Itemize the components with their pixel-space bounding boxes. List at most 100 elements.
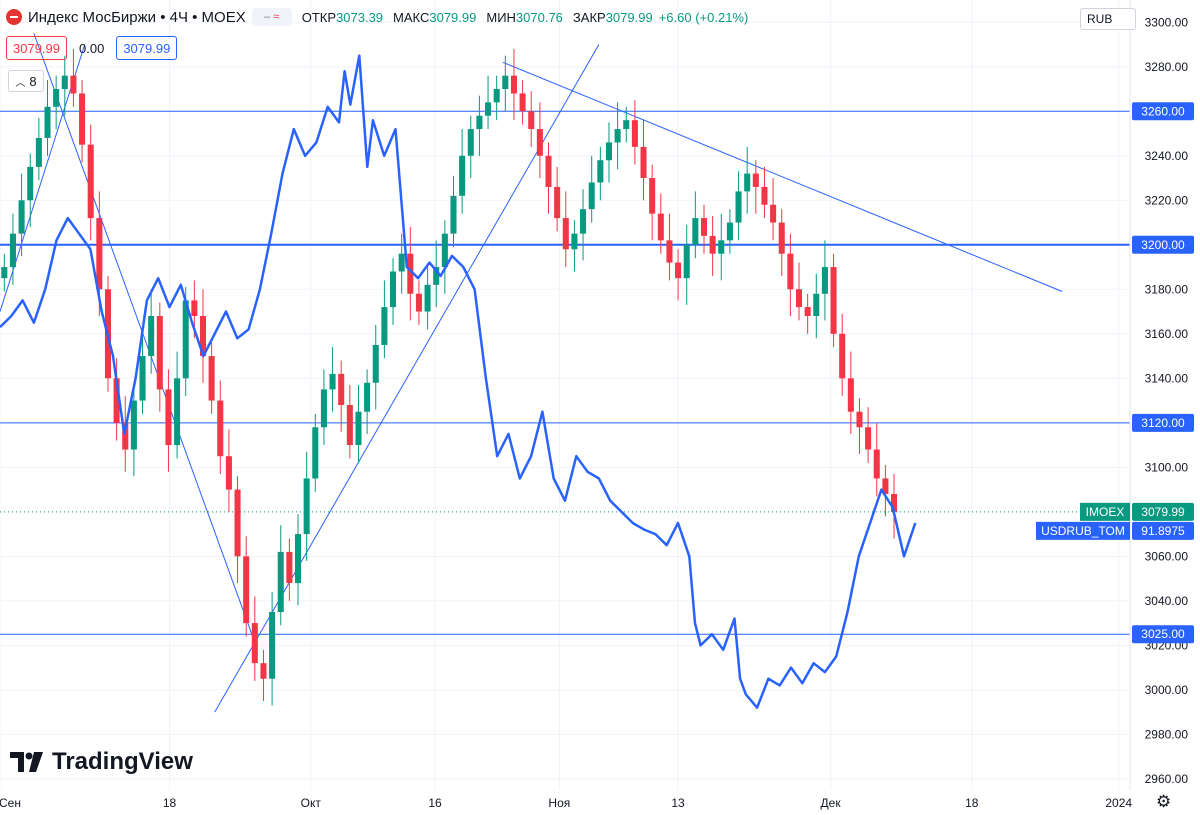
candle <box>346 384 353 459</box>
candle <box>631 100 638 165</box>
trend-line <box>502 61 1063 292</box>
candle <box>657 193 664 254</box>
candle-body <box>329 373 336 390</box>
candle <box>208 342 215 414</box>
level-price-label-bg <box>1132 235 1194 254</box>
candle-body <box>208 356 215 401</box>
candle <box>130 387 137 477</box>
candle-body <box>675 262 682 279</box>
price-tick-label: 3280.00 <box>1145 60 1189 74</box>
candle-body <box>148 316 155 357</box>
usdrub-price-tag: 91.8975 <box>1141 524 1185 538</box>
candle <box>407 226 414 321</box>
candle <box>545 142 552 214</box>
candle <box>286 538 293 601</box>
candle <box>243 536 250 637</box>
candle-body <box>735 191 742 223</box>
candle <box>787 233 794 316</box>
candle-body <box>536 129 543 156</box>
candle <box>770 178 777 241</box>
candle-body <box>174 378 181 446</box>
candle-body <box>813 293 820 316</box>
tradingview-logo[interactable]: TradingView <box>10 748 193 776</box>
time-tick-label: Дек <box>821 796 842 810</box>
candle-body <box>372 344 379 383</box>
candle <box>839 313 846 397</box>
time-tick-label: Окт <box>301 796 322 810</box>
candle <box>433 240 440 308</box>
price-tick-label: 3220.00 <box>1145 193 1189 207</box>
usdrub-line-path <box>0 54 917 709</box>
ohlc-low: МИН3070.76 <box>486 10 563 25</box>
candle <box>70 48 77 107</box>
sell-price-button[interactable]: 3079.99 <box>6 36 67 60</box>
time-tick-label: Ноя <box>548 796 570 810</box>
candle-body <box>882 478 889 495</box>
spread-value: 0.00 <box>79 40 105 56</box>
candle <box>804 293 811 334</box>
buy-price-button[interactable]: 3079.99 <box>116 36 178 60</box>
candle-body <box>96 218 103 290</box>
time-tick-label: 18 <box>965 796 979 810</box>
candle-body <box>9 233 16 268</box>
candle-body <box>623 120 630 130</box>
price-tick-label: 3300.00 <box>1145 15 1189 29</box>
candle-body <box>165 389 172 446</box>
candle-body <box>441 233 448 268</box>
candle-body <box>467 129 474 156</box>
candle-body <box>726 222 733 241</box>
candle <box>53 75 60 130</box>
candle-body <box>657 213 664 241</box>
price-tick-label: 3040.00 <box>1145 594 1189 608</box>
candle-body <box>476 115 483 130</box>
candle-body <box>787 253 794 290</box>
candle <box>113 358 120 441</box>
candle <box>174 351 181 459</box>
candle-body <box>355 411 362 446</box>
currency-selector[interactable]: RUB <box>1080 8 1136 30</box>
usdrub-line <box>0 54 917 709</box>
candle-body <box>424 284 431 312</box>
candle <box>225 429 232 512</box>
candle <box>536 102 543 179</box>
candle <box>502 55 509 112</box>
candle-body <box>459 155 466 196</box>
candle <box>666 213 673 281</box>
candle <box>588 155 595 223</box>
candle <box>752 160 759 214</box>
level-price-label: 3025.00 <box>1141 627 1185 641</box>
candle-body <box>390 271 397 308</box>
symbol-title[interactable]: Индекс МосБиржи • 4Ч • MOEX <box>28 8 246 26</box>
candle <box>528 91 535 147</box>
time-tick-label: 16 <box>428 796 442 810</box>
candle <box>795 262 803 321</box>
candle-body <box>286 551 293 584</box>
candle-body <box>873 449 880 479</box>
candle <box>726 209 733 254</box>
candle <box>217 380 224 474</box>
price-tick-label: 3180.00 <box>1145 282 1189 296</box>
candle-body <box>700 218 708 236</box>
ohlc-open: ОТКР3073.39 <box>301 10 384 25</box>
candle <box>338 360 345 432</box>
candle <box>459 129 466 214</box>
candle <box>735 171 742 241</box>
price-axis: 2960.002980.003000.003020.003040.003060.… <box>1036 0 1200 815</box>
compare-icon[interactable]: – ≈ <box>251 8 292 26</box>
candle <box>467 115 474 179</box>
gear-icon[interactable]: ⚙ <box>1156 792 1172 811</box>
candle <box>9 213 16 285</box>
time-tick-label: 18 <box>163 796 177 810</box>
candle <box>329 347 336 412</box>
candle <box>165 369 172 472</box>
candle <box>554 166 561 232</box>
imoex-name-tag-bg <box>1080 502 1130 521</box>
usdrub-last-label: USDRUB_TOM 91.8975 <box>1036 521 1194 540</box>
candle-body <box>415 293 422 312</box>
indicators-toggle[interactable]: ︿ 8 <box>8 70 44 92</box>
candle-body <box>346 405 353 446</box>
candle-body <box>139 356 146 401</box>
candle <box>510 48 517 121</box>
candle <box>1 253 8 292</box>
